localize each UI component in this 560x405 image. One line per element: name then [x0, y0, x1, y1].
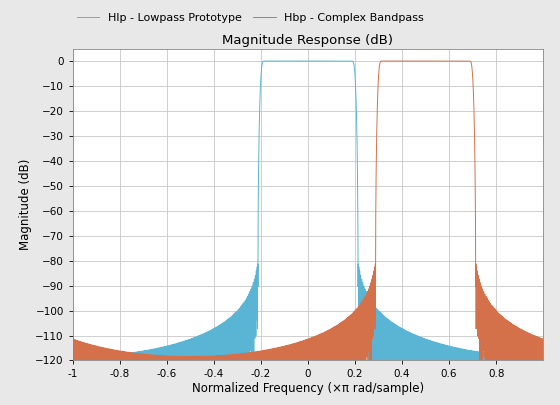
- Hlp - Lowpass Prototype: [69, 354, 76, 359]
- Hlp - Lowpass Prototype: [409, 337, 416, 341]
- Hbp - Complex Bandpass: [211, 354, 217, 358]
- Hlp - Lowpass Prototype: [265, 59, 272, 64]
- Line: Hbp - Complex Bandpass: Hbp - Complex Bandpass: [73, 61, 543, 360]
- Hbp - Complex Bandpass: [70, 358, 77, 363]
- Hbp - Complex Bandpass: [265, 358, 272, 363]
- Title: Magnitude Response (dB): Magnitude Response (dB): [222, 34, 394, 47]
- Hbp - Complex Bandpass: [69, 337, 76, 342]
- Hbp - Complex Bandpass: [540, 338, 547, 343]
- Hlp - Lowpass Prototype: [472, 358, 478, 363]
- Hbp - Complex Bandpass: [262, 351, 268, 356]
- Hlp - Lowpass Prototype: [211, 328, 217, 333]
- Hlp - Lowpass Prototype: [262, 59, 268, 64]
- Hbp - Complex Bandpass: [472, 143, 478, 148]
- Line: Hlp - Lowpass Prototype: Hlp - Lowpass Prototype: [73, 61, 543, 360]
- Hlp - Lowpass Prototype: [540, 354, 547, 359]
- Hlp - Lowpass Prototype: [69, 358, 76, 363]
- Hbp - Complex Bandpass: [320, 334, 326, 339]
- Hbp - Complex Bandpass: [379, 59, 385, 64]
- Y-axis label: Magnitude (dB): Magnitude (dB): [20, 159, 32, 250]
- Hbp - Complex Bandpass: [409, 59, 416, 64]
- Hlp - Lowpass Prototype: [261, 59, 268, 64]
- Legend: Hlp - Lowpass Prototype, Hbp - Complex Bandpass: Hlp - Lowpass Prototype, Hbp - Complex B…: [73, 8, 428, 27]
- Hlp - Lowpass Prototype: [320, 59, 326, 64]
- X-axis label: Normalized Frequency (×π rad/sample): Normalized Frequency (×π rad/sample): [192, 382, 424, 395]
